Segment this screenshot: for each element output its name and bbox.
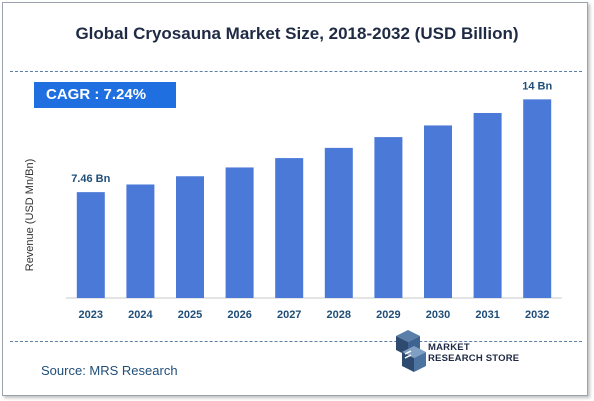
bar-2032 <box>523 99 552 298</box>
x-tick-label: 2029 <box>376 309 400 321</box>
cagr-badge: CAGR : 7.24% <box>34 82 176 108</box>
x-tick-label: 2025 <box>178 309 202 321</box>
data-label: 7.46 Bn <box>71 173 110 185</box>
bar-2024 <box>126 184 155 298</box>
x-tick-label: 2023 <box>79 309 103 321</box>
bar-2030 <box>424 125 452 298</box>
bottom-divider <box>10 341 582 342</box>
logo-text: MARKET RESEARCH STORE <box>428 342 519 364</box>
x-tick-label: 2027 <box>277 309 301 321</box>
bar-2029 <box>374 137 403 298</box>
chart-title: Global Cryosauna Market Size, 2018-2032 … <box>75 24 519 43</box>
bar-2027 <box>275 158 304 298</box>
bar-2028 <box>324 147 353 298</box>
data-label: 14 Bn <box>522 80 552 92</box>
bar-2023 <box>76 192 105 298</box>
cagr-value: 7.24% <box>103 86 147 103</box>
logo-line-2: RESEARCH STORE <box>428 353 520 364</box>
top-divider <box>10 71 582 72</box>
bar-2031 <box>473 112 502 298</box>
x-tick-label: 2026 <box>227 309 251 321</box>
logo: MARKET RESEARCH STORE <box>392 328 532 376</box>
logo-line-1: MARKET <box>428 342 470 353</box>
x-tick-label: 2031 <box>475 309 499 321</box>
cube-logo-icon <box>396 330 426 372</box>
bar-2025 <box>176 176 204 298</box>
x-tick-label: 2030 <box>426 309 450 321</box>
x-tick-label: 2032 <box>525 309 549 321</box>
source-text: Source: MRS Research <box>41 363 178 378</box>
bar-2026 <box>225 167 254 298</box>
x-tick-label: 2028 <box>327 309 351 321</box>
cagr-label: CAGR : <box>46 86 100 103</box>
x-tick-label: 2024 <box>128 309 153 321</box>
